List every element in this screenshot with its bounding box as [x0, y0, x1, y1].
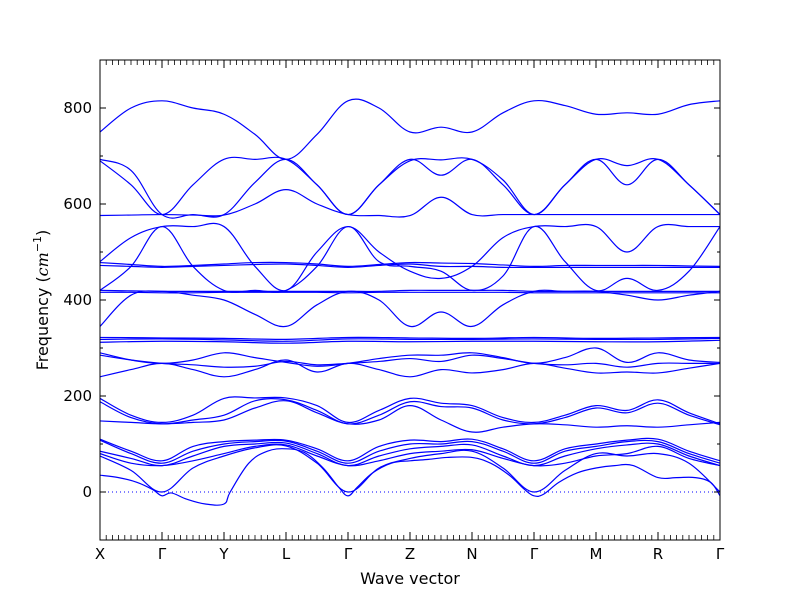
band-line [100, 437, 720, 462]
x-tick-label: Γ [716, 545, 725, 563]
y-tick-label: 800 [63, 99, 92, 117]
band-line [100, 441, 720, 467]
y-tick-label: 200 [63, 387, 92, 405]
band-line [100, 444, 720, 493]
x-axis-label: Wave vector [360, 569, 460, 588]
band-line [100, 359, 720, 378]
series-layer [100, 98, 720, 506]
band-line [100, 156, 720, 216]
y-tick-label: 0 [82, 483, 92, 501]
band-line [100, 289, 720, 328]
band-line [100, 354, 720, 368]
y-axis-ticks: 0 200 400 600 800 [63, 99, 720, 501]
x-tick-label: Y [218, 545, 229, 563]
x-tick-label: Γ [530, 545, 539, 563]
band-line [100, 439, 720, 464]
band-line [100, 339, 720, 344]
y-tick-label: 600 [63, 195, 92, 213]
x-tick-label: L [282, 545, 291, 563]
band-line [100, 289, 720, 293]
band-line [100, 188, 720, 218]
y-tick-label: 400 [63, 291, 92, 309]
x-tick-label: N [466, 545, 477, 563]
band-line [100, 225, 720, 293]
x-tick-label: X [95, 545, 105, 563]
band-line [100, 400, 720, 433]
band-line [100, 398, 720, 426]
x-tick-label: Γ [158, 545, 167, 563]
x-tick-label: R [653, 545, 663, 563]
y-axis-label: Frequency (cm−1) [31, 230, 52, 371]
band-line [100, 336, 720, 340]
x-tick-label: Γ [344, 545, 353, 563]
band-line [100, 261, 720, 268]
band-line [100, 396, 720, 425]
band-line [100, 263, 720, 269]
band-line [100, 291, 720, 294]
band-line [100, 347, 720, 367]
band-line [100, 337, 720, 342]
band-line [100, 98, 720, 160]
x-tick-label: Z [405, 545, 415, 563]
x-tick-label: M [590, 545, 603, 563]
band-line [100, 222, 720, 292]
band-line [100, 448, 720, 506]
